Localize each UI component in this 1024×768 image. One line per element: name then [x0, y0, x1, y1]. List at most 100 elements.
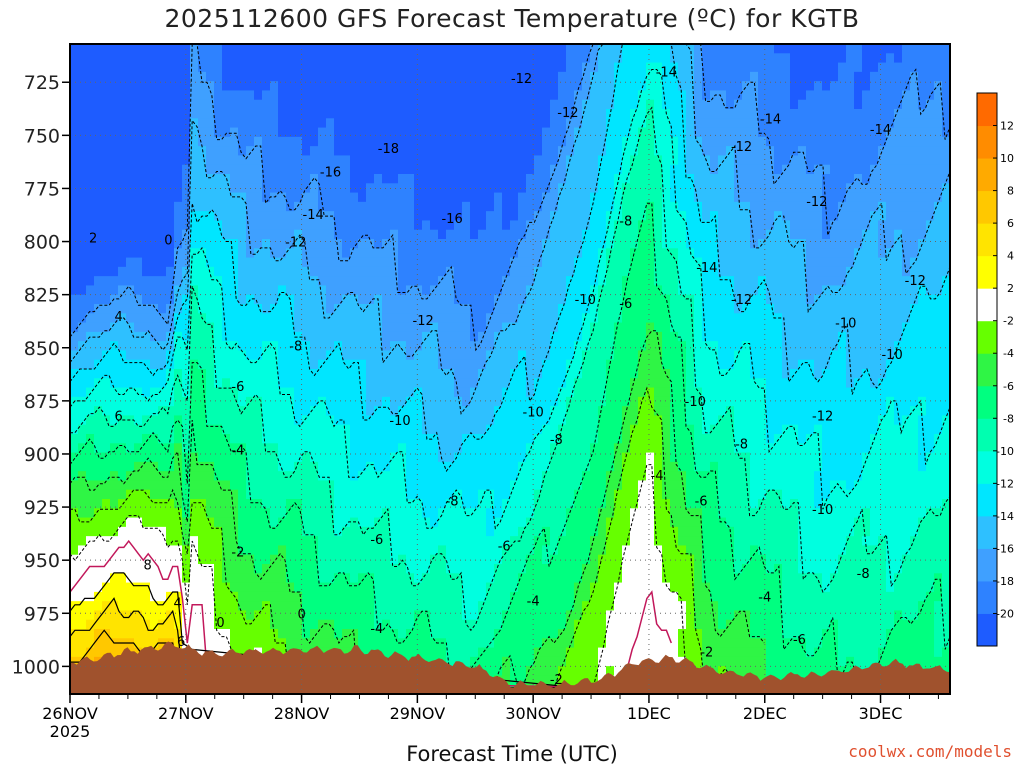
band-cell — [638, 118, 647, 129]
band-cell — [550, 489, 559, 500]
band-cell — [78, 359, 87, 370]
band-cell — [310, 638, 319, 649]
band-cell — [622, 146, 631, 157]
band-cell — [398, 387, 407, 398]
band-cell — [206, 229, 215, 240]
band-cell — [182, 81, 191, 92]
band-cell — [318, 146, 327, 157]
band-cell — [494, 573, 503, 584]
band-cell — [238, 461, 247, 472]
band-cell — [318, 331, 327, 342]
band-cell — [574, 675, 583, 686]
band-cell — [86, 434, 95, 444]
band-cell — [462, 109, 471, 119]
band-cell — [206, 443, 215, 454]
band-cell — [502, 146, 511, 157]
band-cell — [598, 359, 607, 370]
band-cell — [262, 396, 271, 407]
band-cell — [590, 183, 599, 194]
band-cell — [390, 619, 399, 630]
band-cell — [582, 573, 591, 584]
band-cell — [390, 53, 399, 64]
band-cell — [158, 220, 167, 231]
band-cell — [614, 517, 623, 528]
band-cell — [398, 229, 407, 240]
band-cell — [382, 619, 391, 630]
band-cell — [254, 331, 263, 342]
band-cell — [270, 90, 279, 101]
band-cell — [534, 369, 543, 379]
band-cell — [374, 499, 383, 509]
band-cell — [142, 610, 151, 621]
band-cell — [350, 387, 359, 398]
band-cell — [630, 62, 639, 73]
band-cell — [462, 229, 471, 240]
band-cell — [222, 304, 231, 314]
band-cell — [606, 331, 615, 342]
band-cell — [502, 443, 511, 454]
band-cell — [294, 369, 303, 379]
band-cell — [222, 545, 231, 556]
band-cell — [246, 118, 255, 129]
band-cell — [94, 62, 103, 73]
band-cell — [366, 220, 375, 231]
band-cell — [134, 471, 143, 482]
band-cell — [278, 350, 287, 361]
band-cell — [78, 118, 87, 129]
band-cell — [622, 415, 631, 426]
band-cell — [86, 109, 95, 119]
band-cell — [190, 489, 199, 500]
band-cell — [310, 415, 319, 426]
band-cell — [574, 489, 583, 500]
band-cell — [582, 443, 591, 454]
band-cell — [462, 610, 471, 621]
band-cell — [134, 257, 143, 268]
band-cell — [438, 629, 447, 639]
band-cell — [518, 396, 527, 407]
band-cell — [150, 118, 159, 129]
band-cell — [390, 118, 399, 129]
band-cell — [422, 545, 431, 556]
band-cell — [574, 434, 583, 444]
band-cell — [502, 62, 511, 73]
band-cell — [622, 136, 631, 147]
band-cell — [574, 229, 583, 240]
band-cell — [510, 499, 519, 509]
band-cell — [262, 350, 271, 361]
band-cell — [214, 564, 223, 574]
band-cell — [406, 629, 415, 639]
band-cell — [334, 331, 343, 342]
band-cell — [590, 564, 599, 574]
band-cell — [150, 81, 159, 92]
band-cell — [318, 313, 327, 324]
band-cell — [374, 322, 383, 333]
band-cell — [342, 471, 351, 482]
band-cell — [422, 517, 431, 528]
band-cell — [150, 201, 159, 212]
band-cell — [574, 53, 583, 64]
band-cell — [262, 591, 271, 602]
band-cell — [254, 201, 263, 212]
band-cell — [198, 183, 207, 194]
band-cell — [206, 601, 215, 612]
band-cell — [414, 489, 423, 500]
band-cell — [230, 359, 239, 370]
band-cell — [430, 610, 439, 621]
band-cell — [126, 499, 135, 509]
band-cell — [630, 517, 639, 528]
band-cell — [566, 526, 575, 537]
band-cell — [158, 146, 167, 157]
band-cell — [582, 424, 591, 435]
band-cell — [318, 554, 327, 565]
band-cell — [614, 257, 623, 268]
band-cell — [214, 359, 223, 370]
band-cell — [358, 461, 367, 472]
band-cell — [494, 136, 503, 147]
band-cell — [350, 406, 359, 417]
band-cell — [598, 341, 607, 352]
band-cell — [406, 294, 415, 305]
band-cell — [558, 582, 567, 593]
band-cell — [614, 81, 623, 92]
band-cell — [294, 499, 303, 509]
band-cell — [222, 99, 231, 110]
